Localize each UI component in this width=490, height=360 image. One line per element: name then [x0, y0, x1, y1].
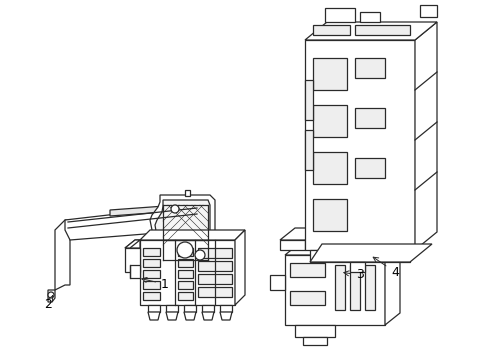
Polygon shape [355, 58, 385, 78]
Polygon shape [305, 130, 313, 170]
Polygon shape [325, 8, 355, 22]
Circle shape [48, 292, 54, 298]
Polygon shape [335, 265, 345, 310]
Polygon shape [313, 199, 347, 231]
Polygon shape [385, 243, 400, 325]
Polygon shape [198, 261, 232, 271]
Polygon shape [305, 80, 313, 120]
Polygon shape [143, 281, 160, 289]
Polygon shape [65, 205, 200, 240]
Polygon shape [166, 312, 178, 320]
Polygon shape [280, 228, 315, 240]
Text: 3: 3 [344, 269, 364, 282]
Polygon shape [148, 195, 215, 295]
Polygon shape [125, 240, 140, 248]
Polygon shape [350, 262, 365, 272]
Polygon shape [198, 287, 232, 297]
Polygon shape [110, 206, 165, 216]
Polygon shape [280, 240, 305, 250]
Polygon shape [143, 259, 160, 267]
Polygon shape [290, 263, 325, 277]
Polygon shape [270, 275, 285, 290]
Polygon shape [365, 265, 375, 310]
Polygon shape [235, 230, 245, 305]
Polygon shape [290, 291, 325, 305]
Circle shape [171, 205, 179, 213]
Polygon shape [185, 190, 190, 196]
Polygon shape [195, 200, 210, 215]
Polygon shape [303, 337, 327, 345]
Polygon shape [285, 243, 400, 255]
Polygon shape [143, 270, 160, 278]
Polygon shape [48, 290, 55, 302]
Polygon shape [125, 248, 140, 272]
Polygon shape [140, 230, 245, 240]
Polygon shape [360, 12, 380, 22]
Polygon shape [178, 259, 193, 267]
Polygon shape [195, 225, 207, 268]
Polygon shape [310, 244, 432, 262]
Text: 1: 1 [142, 278, 169, 291]
Polygon shape [202, 312, 214, 320]
Polygon shape [313, 152, 347, 184]
Polygon shape [130, 265, 140, 278]
Polygon shape [148, 305, 160, 312]
Polygon shape [202, 305, 214, 312]
Polygon shape [125, 240, 140, 248]
Polygon shape [198, 274, 232, 284]
Polygon shape [355, 25, 410, 35]
Polygon shape [178, 292, 193, 300]
Polygon shape [143, 248, 160, 256]
Polygon shape [178, 281, 193, 289]
Polygon shape [295, 325, 335, 337]
Polygon shape [305, 40, 415, 250]
Circle shape [195, 250, 205, 260]
Polygon shape [166, 305, 178, 312]
Polygon shape [220, 312, 232, 320]
Polygon shape [350, 265, 360, 310]
Polygon shape [355, 108, 385, 128]
Polygon shape [310, 250, 410, 262]
Polygon shape [305, 22, 437, 40]
Polygon shape [178, 248, 193, 256]
Polygon shape [420, 5, 437, 17]
Polygon shape [415, 22, 437, 250]
Polygon shape [313, 58, 347, 90]
Polygon shape [184, 305, 196, 312]
Polygon shape [220, 305, 232, 312]
Polygon shape [285, 255, 385, 325]
Polygon shape [198, 248, 232, 258]
Polygon shape [184, 312, 196, 320]
Polygon shape [313, 25, 350, 35]
Polygon shape [140, 240, 235, 305]
Polygon shape [313, 105, 347, 137]
Polygon shape [148, 312, 160, 320]
Polygon shape [143, 292, 160, 300]
Polygon shape [55, 220, 70, 290]
Text: 2: 2 [44, 296, 53, 311]
Polygon shape [200, 210, 213, 247]
Polygon shape [178, 270, 193, 278]
Polygon shape [155, 200, 210, 288]
Polygon shape [355, 158, 385, 178]
Text: 4: 4 [373, 257, 399, 279]
Circle shape [177, 242, 193, 258]
